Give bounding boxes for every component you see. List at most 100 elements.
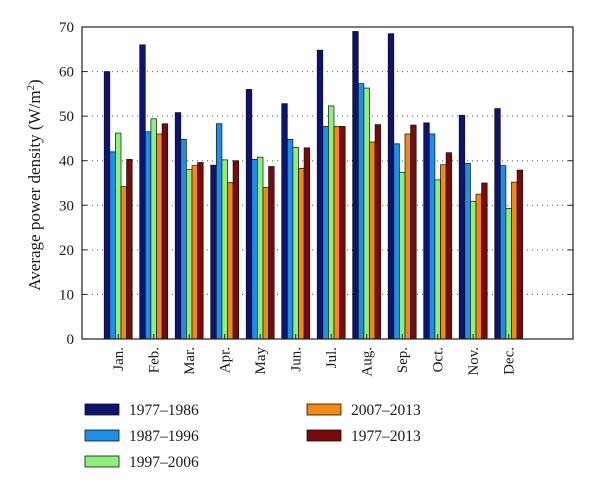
legend-swatch — [84, 403, 120, 416]
bar — [328, 105, 335, 340]
x-category-label: Apr. — [218, 347, 234, 373]
bar — [281, 103, 288, 340]
bar — [423, 122, 430, 340]
y-tick-label: 10 — [59, 287, 74, 303]
y-tick-label: 60 — [59, 65, 74, 81]
y-axis-title-sup: 2 — [25, 85, 37, 91]
bar — [109, 151, 116, 340]
bar — [292, 146, 299, 340]
bar — [197, 162, 204, 340]
bar — [494, 108, 501, 340]
bar — [374, 124, 382, 340]
bar — [434, 179, 441, 340]
y-axis-title-main: Average power density (W/m — [25, 90, 44, 290]
plot-area-frame — [81, 26, 574, 340]
bar — [481, 182, 488, 340]
bar — [144, 131, 152, 340]
bar — [369, 141, 376, 340]
x-category-label: Feb. — [147, 347, 163, 373]
legend-item: 2007–2013 — [306, 402, 421, 419]
legend-item: 1977–1986 — [84, 402, 199, 419]
bar — [161, 123, 169, 340]
x-category-label: Nov. — [466, 347, 482, 376]
bar — [227, 182, 234, 340]
bar — [251, 159, 258, 340]
x-category-label: May — [253, 347, 269, 375]
bar — [180, 138, 187, 340]
bar — [445, 152, 453, 340]
bar — [363, 87, 370, 340]
x-category-label: Jan. — [111, 347, 127, 371]
bar — [333, 126, 340, 340]
legend-item: 1977–2013 — [306, 428, 421, 445]
bar — [322, 126, 329, 340]
legend-item: 1997–2006 — [84, 454, 199, 471]
x-category-label: Sep. — [395, 347, 411, 373]
bar — [156, 133, 163, 340]
legend-label: 1997–2006 — [129, 454, 199, 471]
bar — [458, 114, 466, 340]
bar — [215, 123, 223, 340]
x-category-label: Jul. — [324, 347, 340, 368]
bar — [245, 89, 253, 340]
bar — [257, 156, 264, 340]
bar — [303, 147, 311, 340]
bar — [191, 165, 198, 340]
bar — [428, 133, 436, 340]
bar — [103, 71, 111, 340]
bar — [126, 159, 133, 340]
legend-item: 1987–1996 — [84, 428, 199, 445]
legend-swatch — [306, 403, 342, 416]
bar — [387, 33, 395, 340]
bar — [352, 31, 359, 340]
bar — [440, 164, 447, 340]
legend-label: 1977–2013 — [351, 428, 421, 445]
bar — [404, 133, 411, 340]
bars — [103, 31, 524, 340]
bar — [499, 165, 507, 340]
y-tick-label: 0 — [67, 332, 75, 348]
y-axis-ticks: 0 10 20 30 40 50 60 70 — [59, 20, 573, 348]
bar — [268, 166, 275, 340]
bar — [357, 83, 365, 340]
y-tick-label: 30 — [59, 198, 74, 214]
legend-swatch — [306, 429, 342, 442]
bar — [316, 49, 324, 340]
x-category-label: Jun. — [289, 347, 305, 372]
bar — [221, 159, 228, 340]
bar — [115, 132, 122, 340]
legend: 1977–1986 1987–1996 1997–2006 2007–2013 1977… — [84, 402, 421, 471]
y-tick-label: 20 — [59, 243, 74, 259]
bar — [232, 160, 240, 340]
y-axis-title: Average power density (W/m2) — [25, 79, 44, 290]
x-category-label: Dec. — [502, 347, 518, 375]
bar — [150, 118, 157, 340]
y-axis-title-tail: ) — [25, 79, 44, 85]
bar — [174, 112, 182, 340]
y-tick-label: 70 — [59, 20, 74, 36]
bar — [210, 164, 217, 340]
bar — [464, 163, 471, 340]
bar — [399, 171, 406, 340]
y-tick-label: 40 — [59, 154, 74, 170]
legend-label: 1987–1996 — [129, 428, 199, 445]
bar — [505, 208, 512, 340]
bar — [262, 187, 269, 340]
bar — [120, 186, 127, 340]
bar — [410, 124, 417, 340]
legend-swatch — [84, 429, 120, 442]
bar — [298, 167, 305, 340]
bar — [393, 143, 400, 340]
x-category-label: Oct. — [431, 347, 447, 372]
x-axis-labels: Jan. Feb. Mar. Apr. May Jun. Jul. Aug. Sep. Oct. N… — [111, 334, 518, 377]
x-category-label: Aug. — [360, 347, 376, 377]
bar — [286, 138, 294, 340]
bar — [516, 169, 524, 340]
legend-label: 1977–1986 — [129, 402, 199, 419]
bar — [186, 169, 193, 340]
bar — [511, 181, 518, 340]
y-tick-label: 50 — [59, 109, 74, 125]
bar — [339, 126, 346, 340]
legend-label: 2007–2013 — [351, 402, 421, 419]
